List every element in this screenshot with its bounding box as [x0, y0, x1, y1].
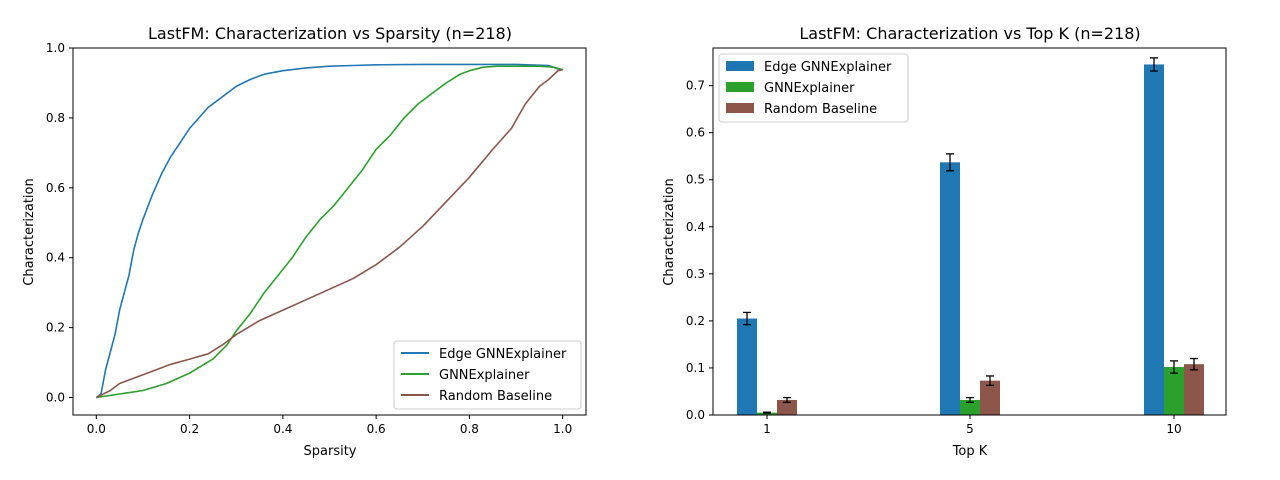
- left-y-tick-label: 0.8: [46, 111, 65, 125]
- right-legend-swatch: [726, 103, 754, 113]
- line-series-gnnexplainer: [96, 65, 563, 399]
- left-x-tick-label: 0.4: [273, 422, 292, 436]
- left-legend-box: [393, 340, 582, 410]
- right-legend-label: Random Baseline: [764, 102, 877, 117]
- bar-edge-gnnexplainer-k5: [940, 162, 960, 415]
- right-legend-box: [718, 53, 909, 123]
- right-y-tick-label: 0.4: [686, 220, 705, 234]
- right-y-axis-label: Characterization: [662, 178, 677, 286]
- sparsity-line-chart: LastFM: Characterization vs Sparsity (n=…: [22, 24, 587, 459]
- left-legend-label: Random Baseline: [439, 389, 552, 404]
- left-x-tick-label: 0.8: [460, 422, 479, 436]
- topk-bar-chart: LastFM: Characterization vs Top K (n=218…: [662, 24, 1227, 459]
- left-x-tick-label: 0.0: [87, 422, 106, 436]
- bar-edge-gnnexplainer-k1: [737, 318, 757, 415]
- bar-random-baseline-k1: [777, 399, 797, 415]
- left-y-tick-label: 1.0: [46, 41, 65, 55]
- right-y-tick-label: 0.6: [686, 126, 705, 140]
- line-series-random-baseline: [95, 68, 563, 399]
- left-legend: Edge GNNExplainer GNNExplainer Random Base…: [393, 340, 582, 410]
- right-legend-swatch: [726, 82, 754, 92]
- right-plot-frame: [712, 47, 1227, 416]
- right-legend-swatch: [726, 61, 754, 71]
- right-x-tick-label: 1: [763, 422, 771, 436]
- left-y-tick-label: 0.4: [46, 251, 65, 265]
- bar-random-baseline-k10: [1184, 364, 1204, 415]
- left-x-tick-label: 1.0: [553, 422, 572, 436]
- bar-gnnexplainer-k10: [1164, 367, 1184, 415]
- bar-edge-gnnexplainer-k10: [1144, 64, 1164, 415]
- right-y-tick-label: 0.2: [686, 314, 705, 328]
- left-y-tick-label: 0.6: [46, 181, 65, 195]
- left-y-axis-label: Characterization: [22, 178, 37, 286]
- left-y-tick-label: 0.0: [46, 391, 65, 405]
- left-x-tick-label: 0.2: [180, 422, 199, 436]
- left-legend-label: Edge GNNExplainer: [439, 347, 567, 362]
- right-legend-label: Edge GNNExplainer: [764, 60, 892, 75]
- right-x-axis-label: Top K: [952, 444, 988, 459]
- right-legend: Edge GNNExplainer GNNExplainer Random Base…: [718, 53, 909, 123]
- right-y-tick-label: 0.0: [686, 408, 705, 422]
- right-x-tick-label: 10: [1166, 422, 1181, 436]
- left-chart-title: LastFM: Characterization vs Sparsity (n=…: [148, 24, 512, 43]
- left-y-tick-label: 0.2: [46, 321, 65, 335]
- bar-gnnexplainer-k1: [757, 412, 777, 415]
- bar-gnnexplainer-k5: [960, 399, 980, 415]
- left-legend-label: GNNExplainer: [439, 368, 530, 383]
- line-series-edge-gnnexplainer: [95, 63, 563, 399]
- right-chart-title: LastFM: Characterization vs Top K (n=218…: [799, 24, 1140, 43]
- right-y-tick-label: 0.5: [686, 173, 705, 187]
- right-y-tick-label: 0.1: [686, 361, 705, 375]
- bar-random-baseline-k5: [980, 380, 1000, 415]
- right-x-tick-label: 5: [966, 422, 974, 436]
- right-y-tick-label: 0.3: [686, 267, 705, 281]
- right-y-tick-label: 0.7: [686, 79, 705, 93]
- left-x-tick-label: 0.6: [367, 422, 386, 436]
- left-x-axis-label: Sparsity: [304, 444, 357, 459]
- right-legend-label: GNNExplainer: [764, 81, 855, 96]
- left-plot-frame: [72, 47, 587, 416]
